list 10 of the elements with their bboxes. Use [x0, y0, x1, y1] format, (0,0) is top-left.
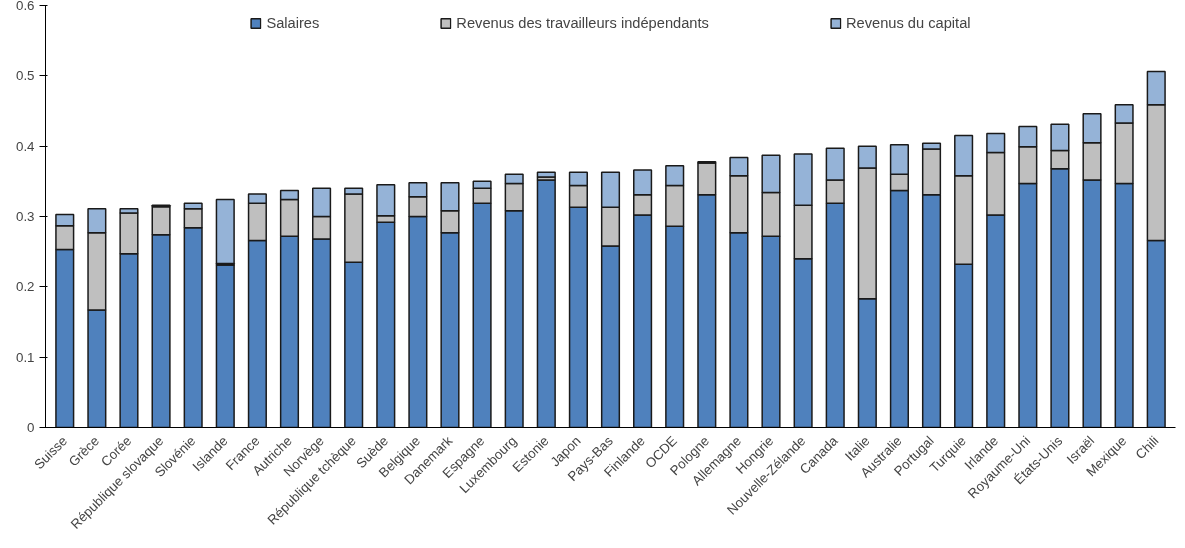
- y-tick-label: 0.1: [15, 349, 35, 365]
- y-tick-label: 0.6: [15, 0, 35, 13]
- y-tick-label: 0.4: [15, 138, 36, 154]
- legend-label: Revenus des travailleurs indépendants: [456, 15, 709, 31]
- legend-label: Revenus du capital: [845, 15, 971, 31]
- y-tick-label: 0.5: [15, 68, 35, 84]
- y-tick-label: 0.2: [15, 279, 35, 295]
- legend-label: Salaires: [266, 15, 320, 31]
- y-tick-label: 0.3: [15, 209, 35, 224]
- y-tick-label: 0: [27, 420, 35, 435]
